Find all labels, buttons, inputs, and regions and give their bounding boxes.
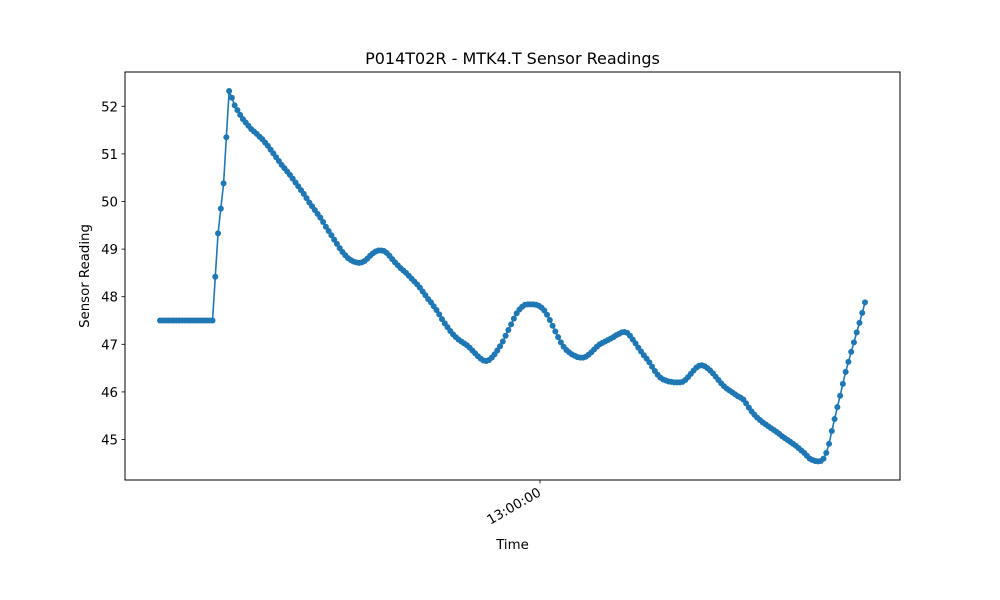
data-point bbox=[850, 339, 857, 346]
data-point bbox=[217, 205, 224, 212]
y-tick-label: 47 bbox=[101, 338, 118, 353]
data-point bbox=[837, 392, 844, 399]
data-point bbox=[510, 315, 517, 322]
data-point bbox=[834, 404, 841, 411]
data-point bbox=[226, 88, 233, 95]
data-point bbox=[433, 307, 440, 314]
y-tick-label: 45 bbox=[101, 434, 118, 449]
data-point bbox=[823, 449, 830, 456]
data-point bbox=[237, 111, 244, 118]
data-point bbox=[494, 347, 501, 354]
data-point bbox=[497, 343, 504, 350]
data-point bbox=[853, 329, 860, 336]
data-point bbox=[848, 348, 855, 355]
data-point bbox=[303, 195, 310, 202]
data-point bbox=[325, 228, 332, 235]
data-point bbox=[845, 358, 852, 365]
data-point bbox=[505, 327, 512, 334]
data-point bbox=[557, 339, 564, 346]
data-point bbox=[552, 328, 559, 335]
data-point bbox=[549, 322, 556, 329]
data-point bbox=[322, 223, 329, 230]
data-point bbox=[828, 427, 835, 434]
data-point bbox=[508, 321, 515, 328]
x-axis-label: Time bbox=[495, 538, 529, 553]
y-tick-label: 48 bbox=[101, 291, 118, 306]
data-point bbox=[220, 180, 227, 187]
data-point bbox=[839, 380, 846, 387]
data-point bbox=[856, 319, 863, 326]
y-tick-label: 52 bbox=[101, 100, 118, 115]
data-point bbox=[436, 311, 443, 318]
y-tick-label: 51 bbox=[101, 148, 118, 163]
data-point bbox=[646, 359, 653, 366]
y-tick-label: 49 bbox=[101, 243, 118, 258]
data-point bbox=[231, 102, 238, 109]
data-point bbox=[300, 190, 307, 197]
data-point bbox=[842, 368, 849, 375]
data-point bbox=[328, 232, 335, 239]
data-point bbox=[831, 416, 838, 423]
data-point bbox=[859, 309, 866, 316]
y-tick-label: 46 bbox=[101, 386, 118, 401]
data-point bbox=[555, 334, 562, 341]
data-point bbox=[632, 340, 639, 347]
data-point bbox=[544, 311, 551, 318]
data-point bbox=[215, 230, 222, 237]
data-point bbox=[223, 134, 230, 141]
y-tick-label: 50 bbox=[101, 195, 118, 210]
data-point bbox=[439, 316, 445, 323]
plot-frame bbox=[124, 71, 901, 481]
chart-title: P014T02R - MTK4.T Sensor Readings bbox=[365, 49, 660, 68]
data-point bbox=[820, 455, 827, 462]
series-layer bbox=[157, 88, 868, 465]
data-point bbox=[502, 332, 509, 339]
data-point bbox=[234, 107, 241, 114]
data-point bbox=[331, 236, 338, 243]
y-axis-label: Sensor Reading bbox=[78, 224, 93, 328]
data-point bbox=[862, 299, 868, 306]
data-point bbox=[743, 400, 750, 407]
y-axis-ticks: 45 46 47 48 49 50 51 52 bbox=[101, 100, 125, 449]
data-point bbox=[317, 214, 324, 221]
data-point bbox=[546, 317, 553, 324]
data-point bbox=[212, 273, 219, 280]
data-point bbox=[320, 218, 327, 225]
data-point bbox=[499, 338, 506, 345]
data-point bbox=[826, 440, 833, 447]
data-point bbox=[209, 317, 216, 324]
plot-area bbox=[125, 72, 900, 480]
data-point bbox=[541, 307, 548, 314]
data-point bbox=[649, 363, 656, 370]
data-point bbox=[228, 94, 235, 101]
data-point bbox=[333, 240, 340, 247]
